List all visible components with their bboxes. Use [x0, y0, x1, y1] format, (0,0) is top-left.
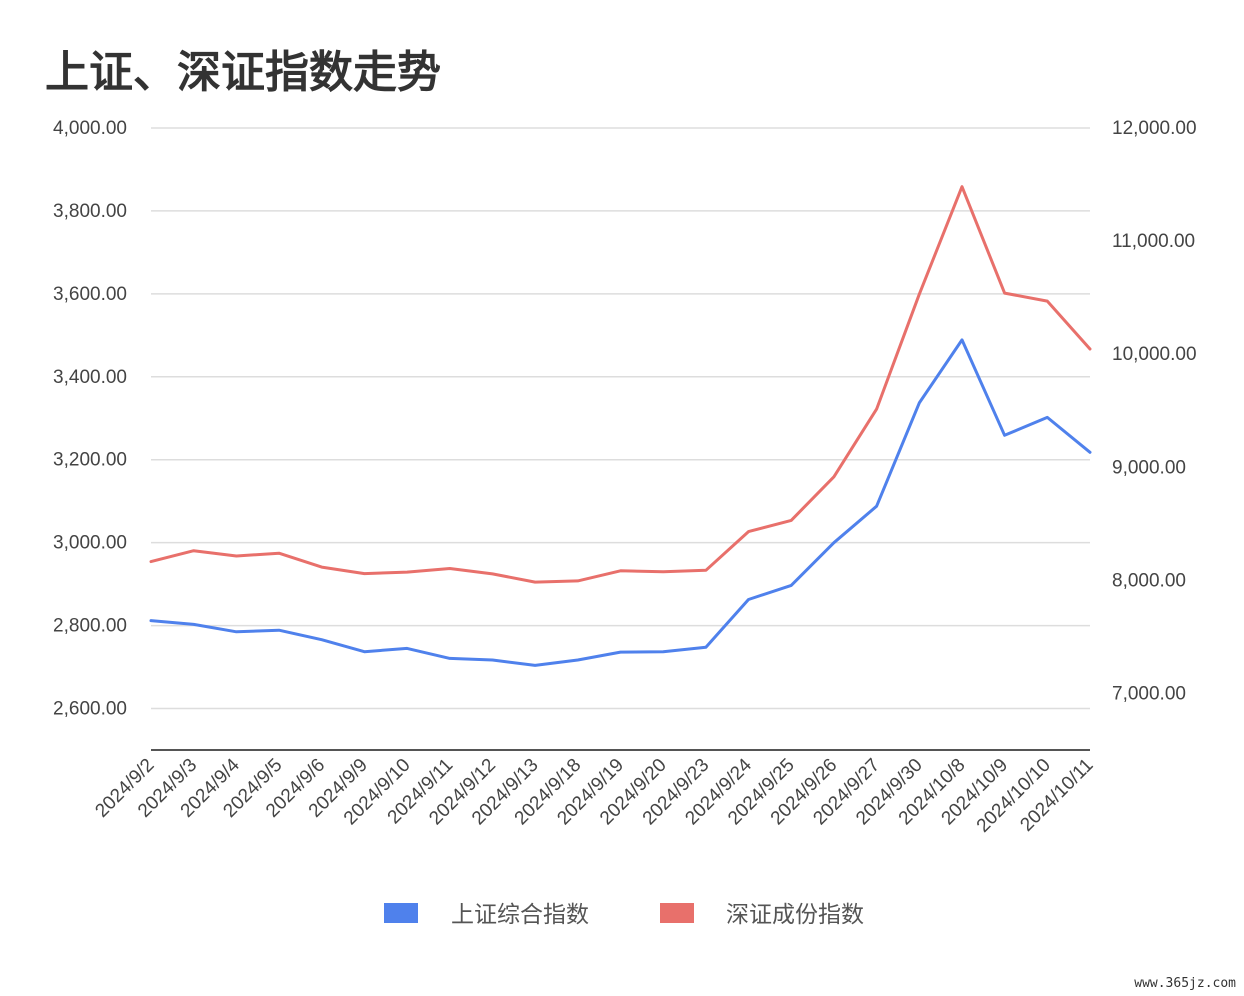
data-point	[576, 659, 579, 662]
data-point	[534, 664, 537, 667]
right-axis-ticks: 7,000.00 8,000.00 9,000.00 10,000.00 11,000.…	[1112, 118, 1197, 704]
data-point	[150, 560, 153, 563]
data-point	[1089, 451, 1092, 454]
data-point	[1046, 416, 1049, 419]
data-point	[1003, 292, 1006, 295]
legend-label-shanghai[interactable]: 上证综合指数	[451, 902, 589, 928]
data-point	[875, 408, 878, 411]
data-point	[363, 572, 366, 575]
data-point	[192, 549, 195, 552]
series-line-1	[149, 185, 1092, 584]
legend-swatch-shanghai[interactable]	[384, 903, 418, 923]
data-point	[1046, 300, 1049, 303]
data-point	[235, 630, 238, 633]
data-point	[320, 638, 323, 641]
data-point	[619, 651, 622, 654]
left-tick-label: 3,800.00	[53, 201, 127, 222]
data-point	[491, 572, 494, 575]
data-point	[832, 541, 835, 544]
data-point	[747, 598, 750, 601]
legend-swatch-shenzhen[interactable]	[660, 903, 694, 923]
data-point	[491, 659, 494, 662]
data-point	[448, 657, 451, 660]
data-point	[192, 623, 195, 626]
data-point	[960, 338, 963, 341]
data-point	[662, 570, 665, 573]
data-point	[918, 401, 921, 404]
data-point	[534, 581, 537, 584]
right-tick-label: 11,000.00	[1112, 231, 1195, 252]
data-point	[790, 584, 793, 587]
left-tick-label: 3,400.00	[53, 367, 127, 388]
data-point	[832, 475, 835, 478]
right-tick-label: 8,000.00	[1112, 570, 1186, 591]
left-tick-label: 2,600.00	[53, 699, 127, 720]
data-point	[790, 519, 793, 522]
data-point	[278, 552, 281, 555]
data-point	[278, 629, 281, 632]
data-point	[960, 185, 963, 188]
data-point	[320, 566, 323, 569]
data-point	[918, 293, 921, 296]
data-point	[747, 530, 750, 533]
left-tick-label: 2,800.00	[53, 616, 127, 637]
legend[interactable]: 上证综合指数 深证成份指数	[384, 902, 864, 928]
legend-label-shenzhen[interactable]: 深证成份指数	[726, 902, 864, 928]
left-tick-label: 4,000.00	[53, 118, 127, 139]
left-tick-label: 3,600.00	[53, 284, 127, 305]
data-point	[406, 571, 409, 574]
series-lines	[149, 185, 1092, 667]
gridlines	[151, 127, 1090, 710]
data-point	[448, 567, 451, 570]
data-point	[406, 647, 409, 650]
data-point	[150, 619, 153, 622]
right-tick-label: 9,000.00	[1112, 457, 1186, 478]
left-tick-label: 3,200.00	[53, 450, 127, 471]
left-tick-label: 3,000.00	[53, 533, 127, 554]
data-point	[619, 569, 622, 572]
chart-title: 上证、深证指数走势	[45, 47, 441, 98]
left-axis-ticks: 2,600.00 2,800.00 3,000.00 3,200.00 3,400.00…	[53, 118, 127, 720]
data-point	[1089, 347, 1092, 350]
data-point	[704, 569, 707, 572]
data-point	[704, 646, 707, 649]
data-point	[1003, 434, 1006, 437]
data-point	[235, 555, 238, 558]
data-point	[875, 505, 878, 508]
data-point	[363, 650, 366, 653]
x-axis-ticks: 2024/9/22024/9/32024/9/42024/9/52024/9/6…	[91, 754, 1097, 836]
watermark: www.365jz.com	[1134, 976, 1236, 991]
right-tick-label: 10,000.00	[1112, 344, 1197, 365]
right-tick-label: 7,000.00	[1112, 683, 1186, 704]
data-point	[576, 579, 579, 582]
right-tick-label: 12,000.00	[1112, 118, 1197, 139]
series-line-0	[149, 338, 1092, 667]
data-point	[662, 650, 665, 653]
